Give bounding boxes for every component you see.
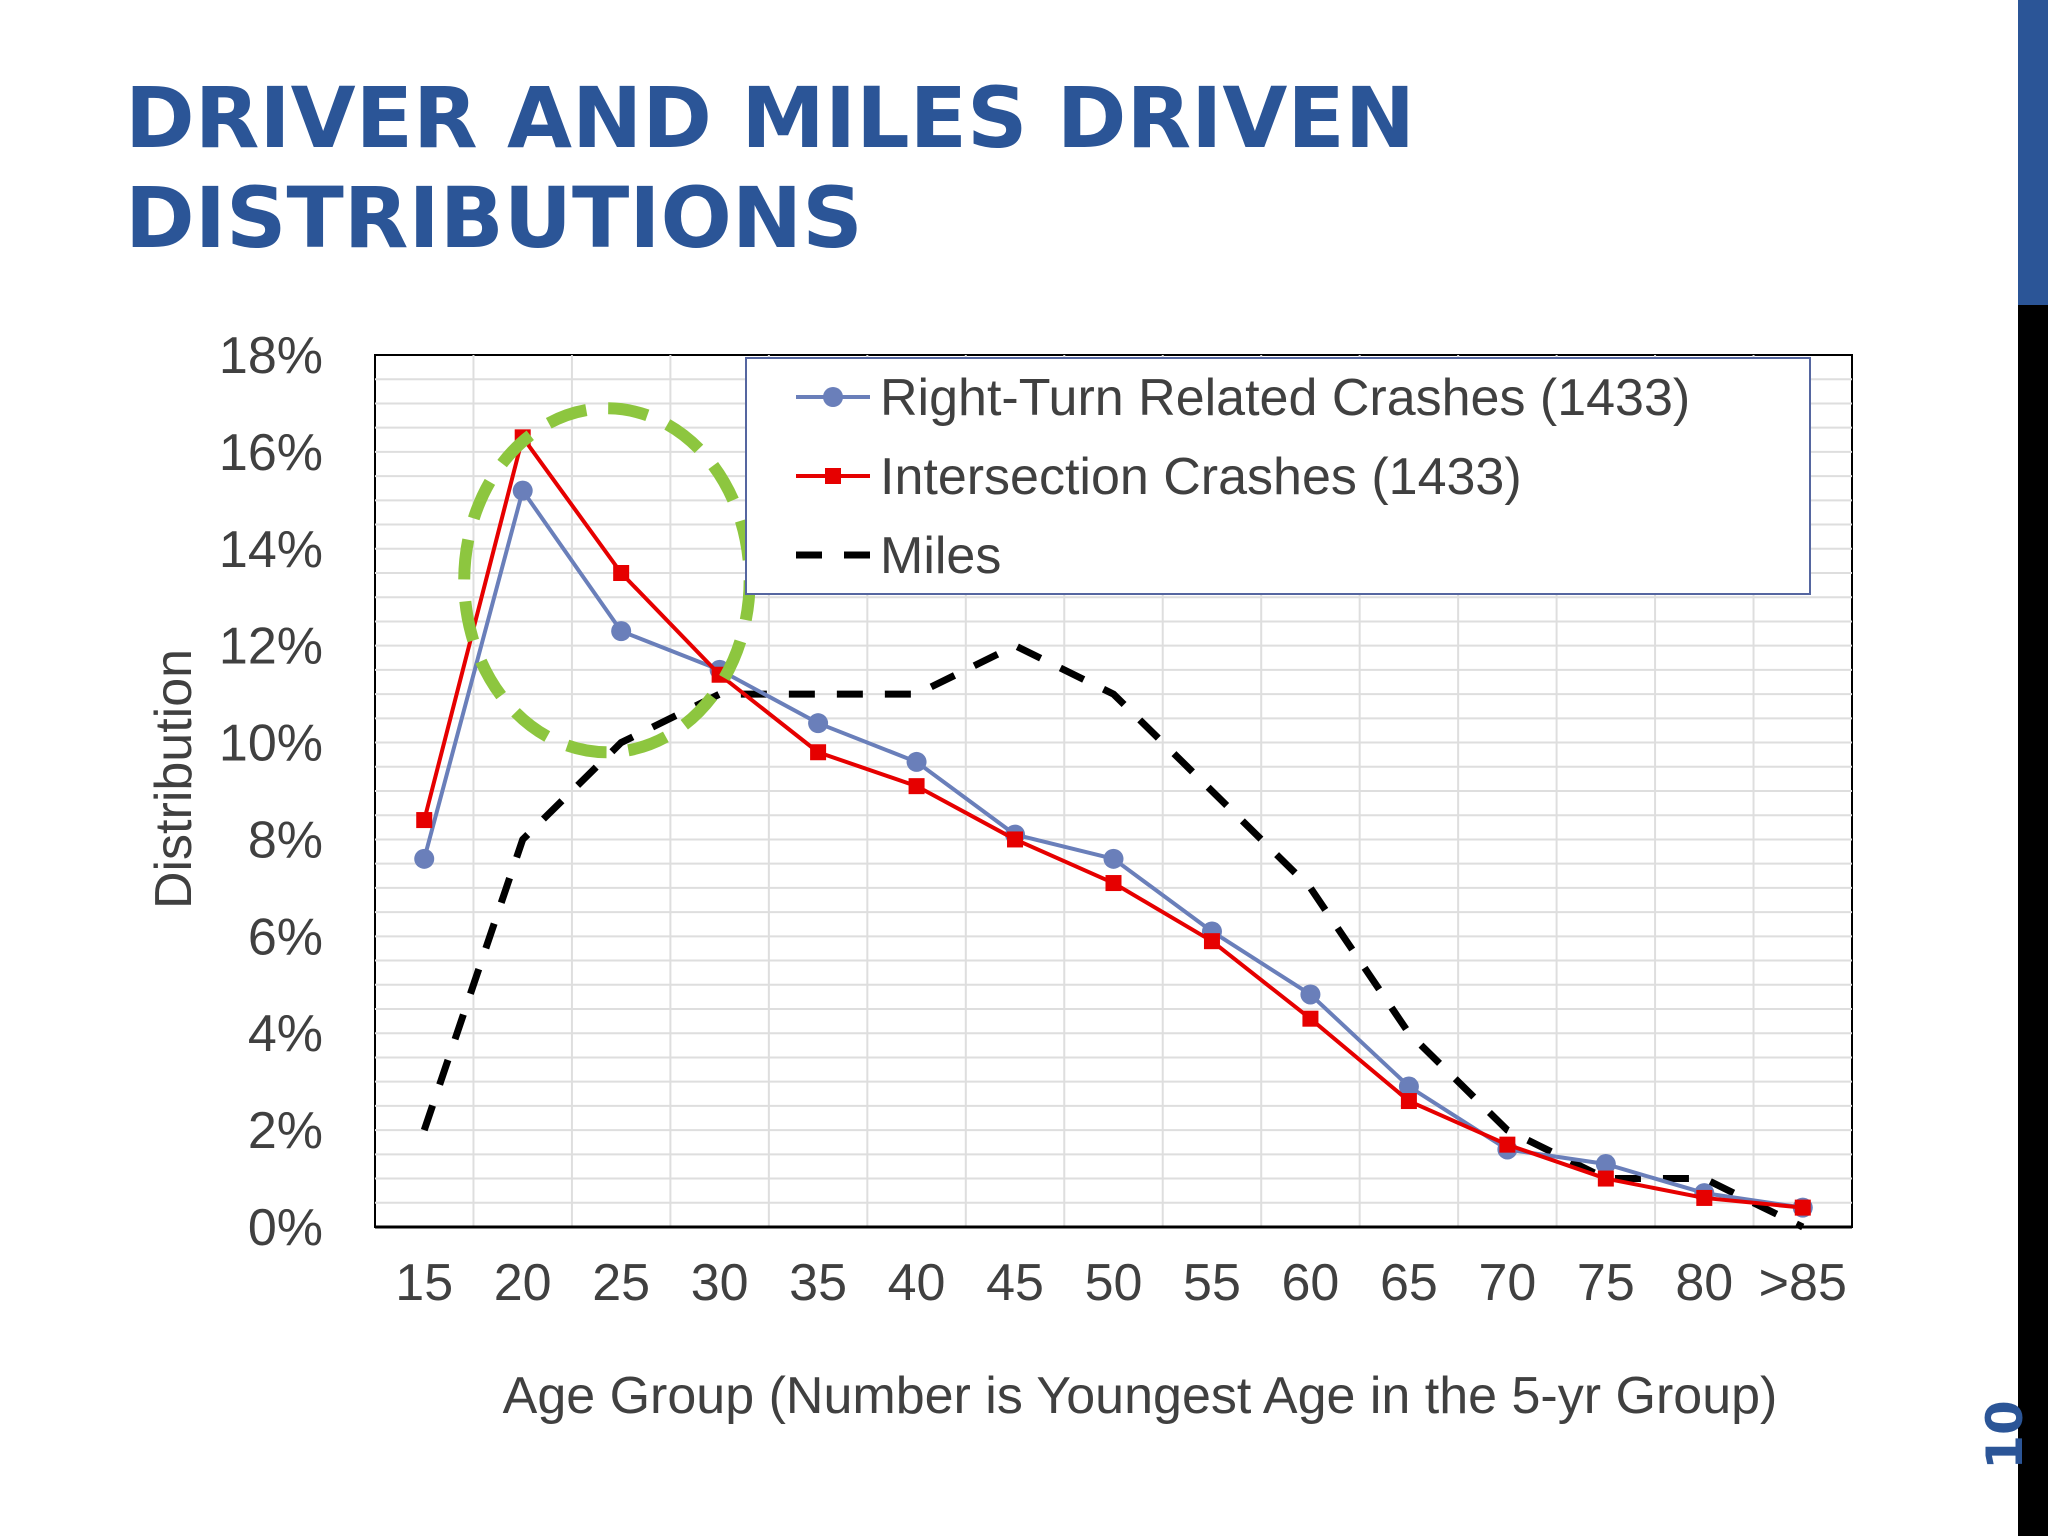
legend-item: Miles xyxy=(796,527,1001,585)
data-point xyxy=(1103,848,1124,869)
data-point xyxy=(512,480,533,501)
data-point xyxy=(1595,1154,1616,1175)
right-accent-bar-black xyxy=(2018,305,2048,1536)
series-line xyxy=(420,642,1805,1231)
legend: Right-Turn Related Crashes (1433) Interse… xyxy=(745,357,1811,595)
legend-label: Miles xyxy=(880,527,1001,585)
y-axis-tick-labels: 0% 2% 4% 6% 8% 10% 12% 14% 16% 18% xyxy=(219,327,323,1257)
x-tick-label: 55 xyxy=(1183,1254,1241,1312)
data-point xyxy=(1398,1076,1419,1097)
y-tick-label: 18% xyxy=(219,327,323,385)
y-tick-label: 14% xyxy=(219,521,323,579)
legend-marker xyxy=(823,387,843,407)
x-axis-tick-labels: 15 20 25 30 35 40 45 50 55 60 65 70 75 80 >85 xyxy=(395,1254,1847,1312)
data-point xyxy=(613,565,630,581)
data-point xyxy=(810,744,827,761)
y-tick-label: 8% xyxy=(248,811,323,869)
x-tick-label: 30 xyxy=(691,1254,749,1312)
x-tick-label: 65 xyxy=(1380,1254,1438,1312)
data-point xyxy=(908,778,925,795)
y-axis-title: Distribution xyxy=(145,649,203,909)
legend-label: Right-Turn Related Crashes (1433) xyxy=(880,369,1690,427)
y-tick-label: 10% xyxy=(219,715,323,773)
slide-title: DRIVER AND MILES DRIVEN DISTRIBUTIONS xyxy=(125,68,1525,268)
x-tick-label: 60 xyxy=(1282,1254,1340,1312)
data-point xyxy=(1499,1136,1516,1153)
data-point xyxy=(906,751,927,772)
data-point xyxy=(1597,1170,1614,1187)
legend-marker xyxy=(825,468,841,484)
data-point xyxy=(1300,984,1321,1005)
y-tick-label: 12% xyxy=(219,618,323,676)
x-axis-title: Age Group (Number is Youngest Age in the… xyxy=(503,1367,1778,1425)
data-point xyxy=(808,713,829,734)
legend-item: Right-Turn Related Crashes (1433) xyxy=(796,369,1690,427)
series-2 xyxy=(420,642,1805,1231)
data-point xyxy=(416,812,433,829)
data-point xyxy=(414,848,435,869)
slide-title-line-2: DISTRIBUTIONS xyxy=(125,169,863,267)
x-tick-label: 45 xyxy=(986,1254,1044,1312)
page-number: 10 xyxy=(1976,1400,2034,1470)
data-point xyxy=(1203,933,1220,950)
x-tick-label: 35 xyxy=(789,1254,847,1312)
x-tick-label: 40 xyxy=(888,1254,946,1312)
y-tick-label: 6% xyxy=(248,908,323,966)
data-point xyxy=(1400,1093,1417,1110)
y-tick-label: 4% xyxy=(248,1005,323,1063)
x-tick-label: 70 xyxy=(1478,1254,1536,1312)
x-tick-label: 25 xyxy=(592,1254,650,1312)
legend-box xyxy=(745,357,1811,595)
y-tick-label: 0% xyxy=(248,1199,323,1257)
y-tick-label: 16% xyxy=(219,424,323,482)
data-point xyxy=(1794,1199,1811,1216)
x-tick-label: 20 xyxy=(494,1254,552,1312)
x-tick-label: >85 xyxy=(1759,1254,1847,1312)
x-tick-label: 75 xyxy=(1577,1254,1635,1312)
x-tick-label: 15 xyxy=(395,1254,453,1312)
legend-label: Intersection Crashes (1433) xyxy=(880,448,1522,506)
data-point xyxy=(1007,831,1024,848)
x-tick-label: 80 xyxy=(1675,1254,1733,1312)
series-1 xyxy=(416,429,1811,1216)
legend-item: Intersection Crashes (1433) xyxy=(796,448,1522,506)
data-point xyxy=(1105,875,1122,892)
y-tick-label: 2% xyxy=(248,1102,323,1160)
series-layer xyxy=(414,429,1813,1231)
data-point xyxy=(1696,1189,1713,1206)
data-point xyxy=(611,621,632,642)
right-accent-bar-blue xyxy=(2018,0,2048,305)
x-tick-label: 50 xyxy=(1085,1254,1143,1312)
data-point xyxy=(1302,1010,1319,1027)
slide-title-line-1: DRIVER AND MILES DRIVEN xyxy=(125,69,1416,167)
